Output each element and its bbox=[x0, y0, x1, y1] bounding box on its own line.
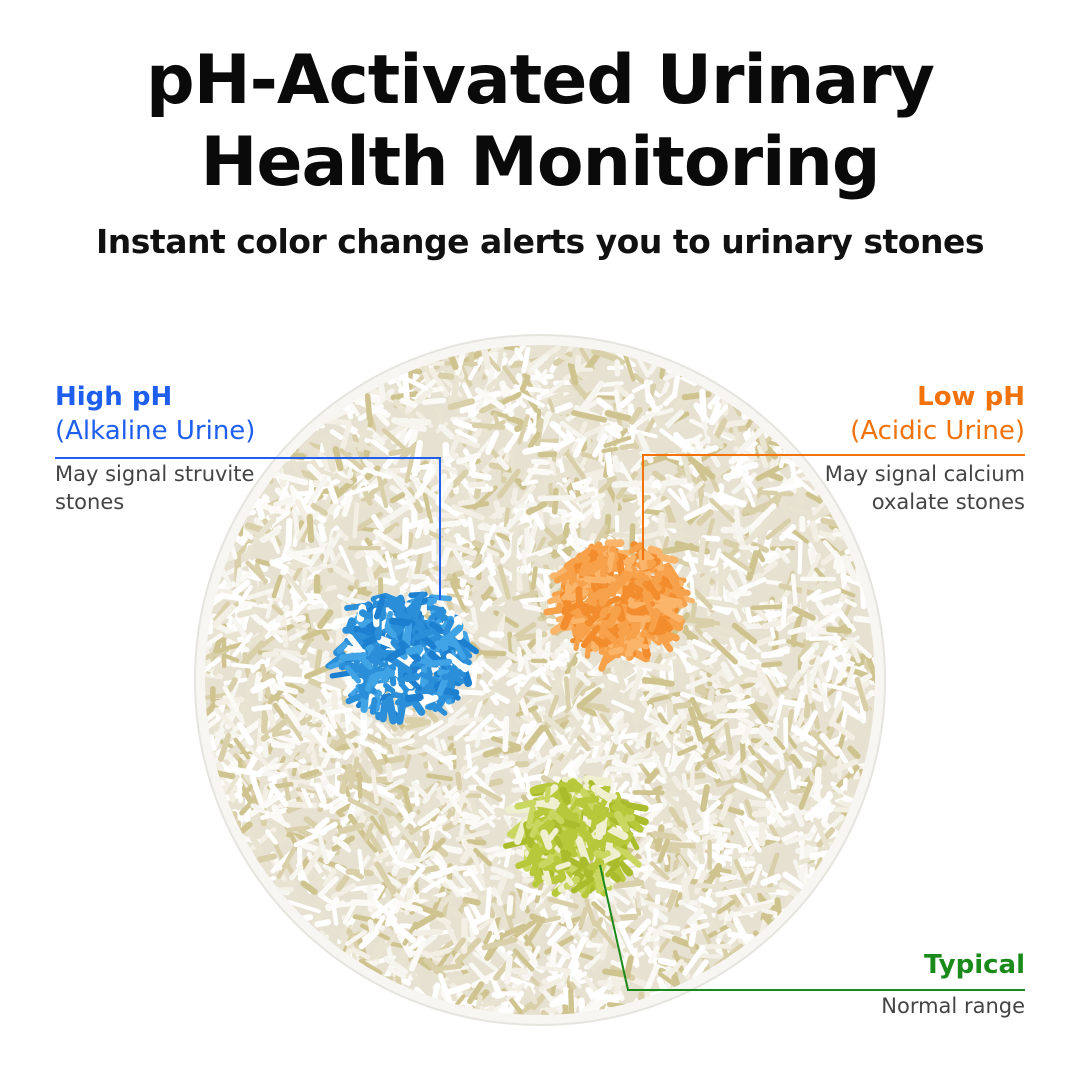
low-ph-leader-line bbox=[642, 454, 1025, 560]
high-ph-description: May signal struvite stones bbox=[55, 462, 255, 514]
high-ph-leader-line bbox=[55, 457, 441, 600]
typical-callout: Typical Normal range bbox=[881, 950, 1025, 1018]
subtitle: Instant color change alerts you to urina… bbox=[96, 222, 984, 261]
color-clumps bbox=[325, 539, 696, 899]
low-ph-callout: Low pH (Acidic Urine) May signal calcium… bbox=[824, 382, 1025, 514]
page-title: pH-Activated Urinary Health Monitoring bbox=[146, 41, 935, 202]
high-ph-callout: High pH (Alkaline Urine) May signal stru… bbox=[55, 382, 256, 514]
typical-leader-line bbox=[599, 864, 1025, 991]
low-ph-description: May signal calcium oxalate stones bbox=[824, 462, 1025, 514]
